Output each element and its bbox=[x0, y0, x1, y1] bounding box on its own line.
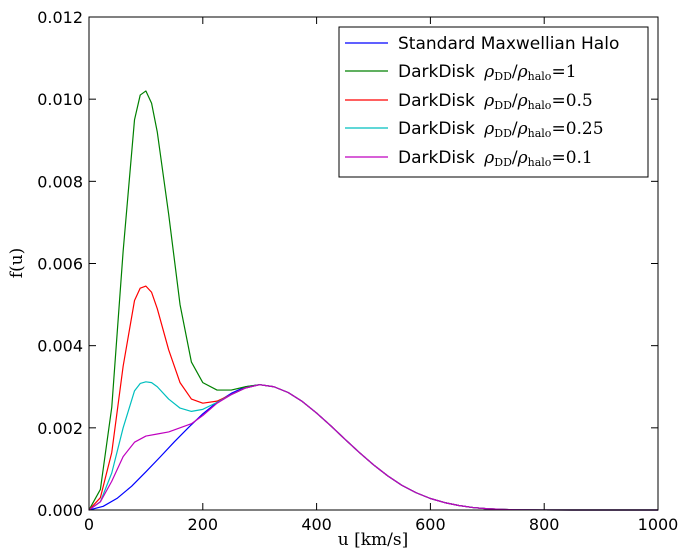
x-tick-label-2: 400 bbox=[301, 515, 332, 534]
legend-label-1: DarkDisk ρDD/ρhalo=1 bbox=[398, 62, 577, 83]
legend-eq-3: = bbox=[551, 119, 565, 139]
legend-box bbox=[338, 26, 649, 178]
legend-rho-4b: ρ bbox=[517, 148, 528, 168]
x-tick-label-3: 600 bbox=[415, 515, 446, 534]
legend-rho-1b: ρ bbox=[517, 62, 528, 82]
legend-entry-2: DarkDisk ρDD/ρhalo=0.5 bbox=[345, 91, 593, 112]
y-tick-label-1: 0.002 bbox=[37, 419, 83, 438]
legend-label-2-text: DarkDisk bbox=[398, 91, 475, 111]
series-line-4 bbox=[88, 384, 658, 511]
legend-sub-3b: halo bbox=[528, 127, 552, 140]
legend-sub-2a: DD bbox=[494, 99, 512, 112]
y-tick-label-5: 0.010 bbox=[37, 90, 83, 109]
legend-rho-4a: ρ bbox=[483, 148, 494, 168]
legend-sub-2b: halo bbox=[528, 99, 552, 112]
legend-label-4: DarkDisk ρDD/ρhalo=0.1 bbox=[398, 148, 593, 169]
legend-entry-1: DarkDisk ρDD/ρhalo=1 bbox=[345, 62, 577, 83]
legend-label-0: Standard Maxwellian Halo bbox=[398, 34, 619, 54]
y-tick-label-0: 0.000 bbox=[37, 501, 83, 520]
legend-label-0-text: Standard Maxwellian Halo bbox=[398, 34, 619, 54]
legend-rho-3a: ρ bbox=[483, 119, 494, 139]
legend-eq-2: = bbox=[551, 91, 565, 111]
legend-sub-3a: DD bbox=[494, 127, 512, 140]
legend-label-3: DarkDisk ρDD/ρhalo=0.25 bbox=[398, 119, 604, 140]
x-tick-label-1: 200 bbox=[188, 515, 219, 534]
legend-rho-1a: ρ bbox=[483, 62, 494, 82]
legend-entry-4: DarkDisk ρDD/ρhalo=0.1 bbox=[345, 148, 593, 169]
legend-rho-2b: ρ bbox=[517, 91, 528, 111]
legend-sub-4a: DD bbox=[494, 156, 512, 169]
x-axis-label: u [km/s] bbox=[338, 530, 409, 550]
legend-value-4: 0.1 bbox=[566, 148, 593, 168]
legend-sub-4b: halo bbox=[528, 156, 552, 169]
legend-entry-3: DarkDisk ρDD/ρhalo=0.25 bbox=[345, 119, 604, 140]
y-tick-label-4: 0.008 bbox=[37, 172, 83, 191]
legend-label-2: DarkDisk ρDD/ρhalo=0.5 bbox=[398, 91, 593, 112]
y-tick-label-3: 0.006 bbox=[37, 255, 83, 274]
tick-labels: 0 200 400 600 800 1000 0.000 0.002 0.004 0.006 0.0… bbox=[37, 8, 678, 534]
legend-label-1-text: DarkDisk bbox=[398, 62, 475, 82]
legend-eq-4: = bbox=[551, 148, 565, 168]
legend-value-3: 0.25 bbox=[566, 119, 604, 139]
y-tick-label-2: 0.004 bbox=[37, 337, 83, 356]
legend: Standard Maxwellian Halo DarkDisk ρDD/ρh… bbox=[338, 26, 649, 178]
legend-slash-4: / bbox=[512, 148, 518, 168]
legend-value-1: 1 bbox=[566, 62, 577, 82]
legend-eq-1: = bbox=[551, 62, 565, 82]
axis-ticks bbox=[88, 16, 659, 511]
legend-label-3-text: DarkDisk bbox=[398, 119, 475, 139]
series-lines bbox=[88, 90, 658, 511]
y-tick-label-6: 0.012 bbox=[37, 8, 83, 27]
y-axis-label: f(u) bbox=[7, 248, 27, 279]
legend-sub-1b: halo bbox=[528, 70, 552, 83]
legend-value-2: 0.5 bbox=[566, 91, 593, 111]
x-tick-label-0: 0 bbox=[84, 515, 94, 534]
x-tick-label-4: 800 bbox=[529, 515, 560, 534]
x-tick-label-5: 1000 bbox=[638, 515, 679, 534]
legend-slash-3: / bbox=[512, 119, 518, 139]
legend-sub-1a: DD bbox=[494, 70, 512, 83]
legend-label-4-text: DarkDisk bbox=[398, 148, 475, 168]
legend-rho-3b: ρ bbox=[517, 119, 528, 139]
legend-slash-1: / bbox=[512, 62, 518, 82]
legend-slash-2: / bbox=[512, 91, 518, 111]
legend-rho-2a: ρ bbox=[483, 91, 494, 111]
legend-entry-0: Standard Maxwellian Halo bbox=[345, 34, 619, 54]
